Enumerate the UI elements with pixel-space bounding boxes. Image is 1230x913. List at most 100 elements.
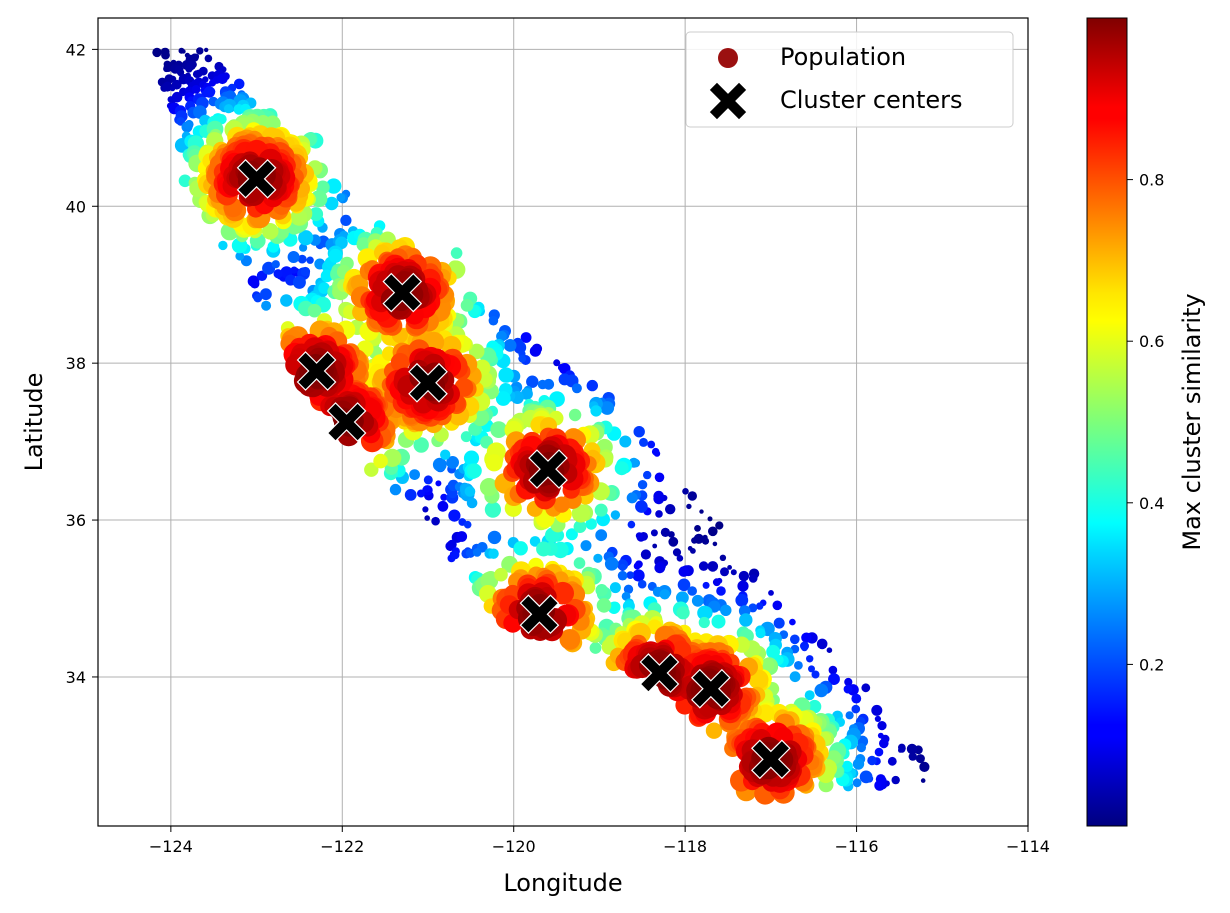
population-point [423,475,433,485]
population-point [875,781,882,788]
population-point [875,774,886,785]
cluster-center-marker [639,653,680,693]
population-point [208,79,216,87]
population-point [794,661,803,670]
population-point [919,761,930,773]
population-point [152,47,162,58]
population-point [676,555,684,562]
population-point [485,454,503,472]
population-point [335,236,348,250]
colorbar-tick-label: 0.4 [1139,494,1164,513]
population-point [580,540,592,552]
population-point [450,550,460,560]
population-point [287,251,300,263]
population-point [826,647,833,653]
population-point [204,47,209,53]
population-point [161,50,170,60]
population-point [163,65,170,73]
population-point [275,226,289,240]
population-point [653,490,664,502]
population-point [633,426,645,438]
population-point [484,501,501,518]
population-point [908,752,917,761]
population-point [773,617,785,629]
population-point [891,775,900,785]
population-point [217,73,228,85]
population-point [643,470,652,480]
population-point [650,529,658,537]
cluster-center-marker [528,449,568,489]
x-tick-label: −116 [835,837,879,856]
population-point [711,614,726,629]
colorbar-ticks: 0.2 0.4 0.6 0.8 [1127,171,1164,674]
population-point [595,584,608,597]
population-point [851,704,861,714]
population-point [206,87,216,96]
population-point [668,536,679,547]
population-point [647,440,656,449]
population-point [861,683,871,693]
population-point [814,683,829,698]
population-point [600,401,615,415]
population-point [494,567,508,582]
population-point [635,532,643,540]
population-point [687,586,697,596]
population-point [801,644,808,652]
population-point [632,569,645,582]
population-point [297,254,307,264]
population-point [356,237,371,252]
population-point [467,463,482,479]
population-point [390,353,410,372]
legend-box [685,31,1014,128]
population-point [586,379,598,392]
population-point [755,628,766,639]
population-point [224,104,234,114]
population-point [735,593,749,607]
population-point [325,196,339,211]
population-point [413,437,429,453]
population-point [479,585,497,603]
population-point [708,526,718,537]
population-point [635,500,648,513]
x-tick-label: −122 [320,837,364,856]
population-point [520,332,532,343]
population-point [479,478,499,497]
y-axis-ticks: 34 36 38 40 42 [66,40,98,687]
population-point [760,658,775,672]
population-point [654,472,665,483]
population-point [887,756,897,766]
population-point [727,565,732,570]
population-point [738,570,750,582]
population-point [789,618,796,626]
population-point [811,670,820,679]
population-point [920,778,926,783]
colorbar-tick-label: 0.6 [1139,332,1164,351]
population-point [665,504,676,515]
population-point [686,503,692,510]
colorbar-tick-label: 0.8 [1139,171,1164,190]
population-point [626,571,635,579]
population-point [637,579,647,589]
population-point [328,248,343,263]
population-point [596,598,612,613]
population-point [373,453,388,469]
population-point [487,530,502,545]
cluster-center-marker [519,594,560,635]
population-point [306,256,314,264]
population-point [626,492,638,504]
y-tick-label: 38 [66,354,86,373]
colorbar-gradient [1086,17,1128,827]
population-point [678,566,690,577]
colorbar-label: Max cluster similarity [1178,293,1206,550]
population-point [715,521,724,530]
population-point [513,541,528,556]
population-point [191,85,201,94]
population-point [682,488,689,495]
population-point [529,345,542,357]
population-point [292,275,306,289]
population-point [309,207,324,222]
population-point [859,770,873,784]
population-point [768,590,774,596]
population-point [518,354,527,363]
